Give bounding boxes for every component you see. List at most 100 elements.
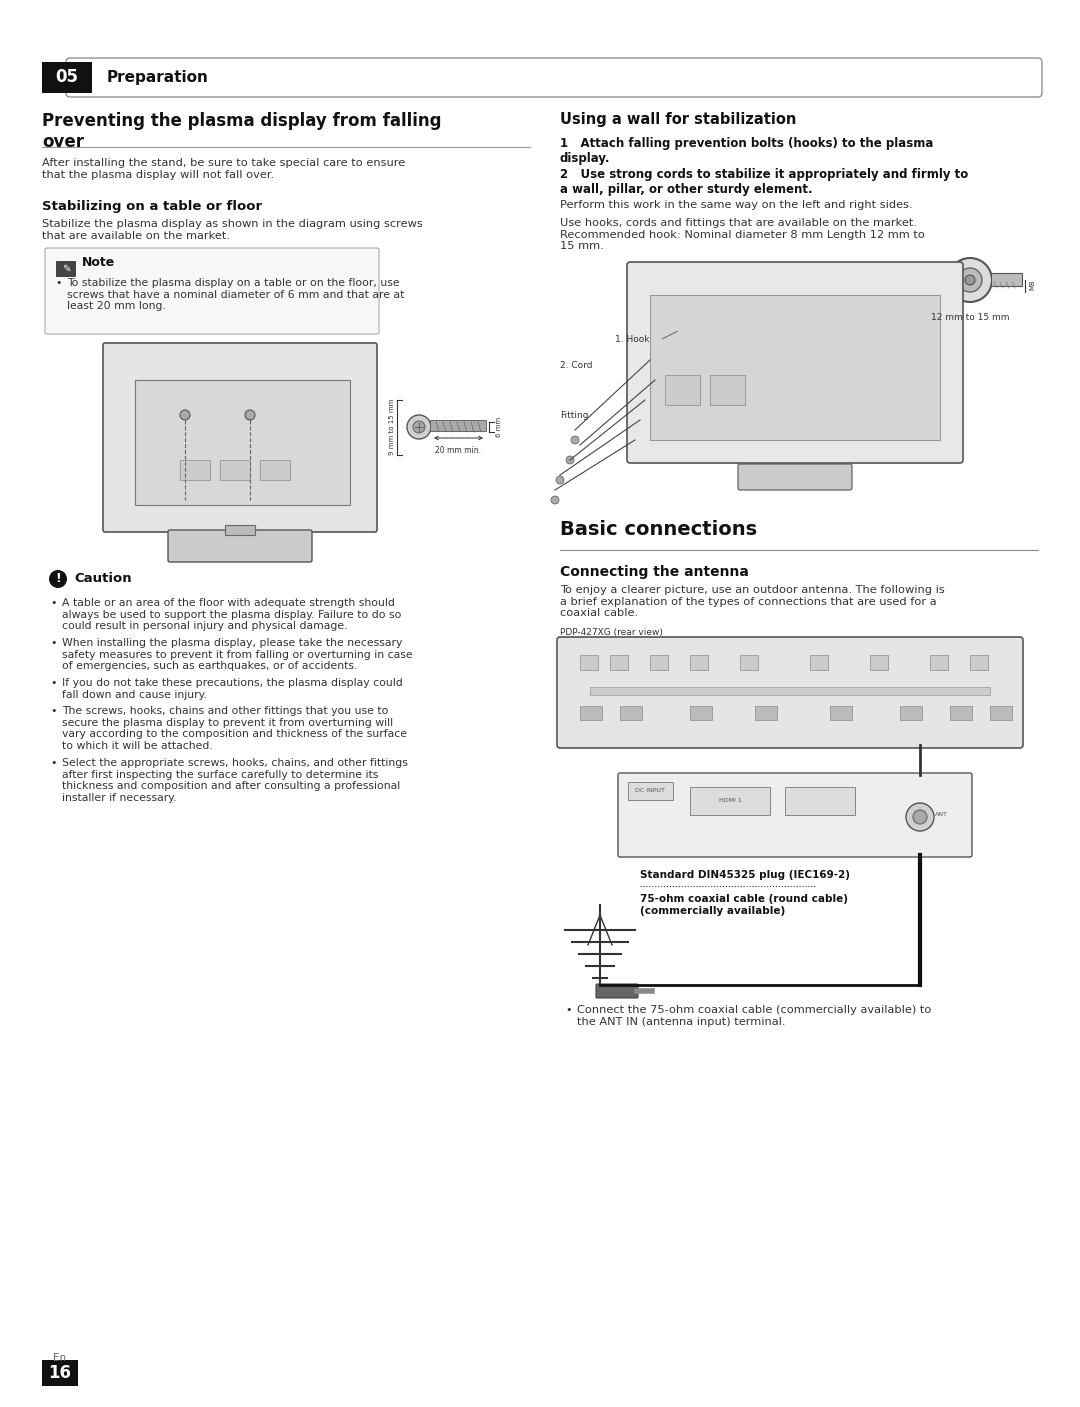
Bar <box>900 706 922 720</box>
Text: 2. Cord: 2. Cord <box>561 360 593 370</box>
Text: Preventing the plasma display from falling: Preventing the plasma display from falli… <box>42 113 442 129</box>
Bar <box>665 376 700 405</box>
Text: Preparation: Preparation <box>107 70 208 84</box>
Text: !: ! <box>55 573 60 585</box>
FancyBboxPatch shape <box>627 262 963 463</box>
FancyBboxPatch shape <box>618 772 972 857</box>
Text: M8: M8 <box>1029 280 1035 290</box>
FancyBboxPatch shape <box>557 637 1023 749</box>
Text: Stabilize the plasma display as shown in the diagram using screws
that are avail: Stabilize the plasma display as shown in… <box>42 219 422 241</box>
Text: 75-ohm coaxial cable (round cable)
(commercially available): 75-ohm coaxial cable (round cable) (comm… <box>640 893 848 916</box>
FancyBboxPatch shape <box>738 464 852 490</box>
Text: Connect the 75-ohm coaxial cable (commercially available) to
the ANT IN (antenna: Connect the 75-ohm coaxial cable (commer… <box>577 1005 931 1027</box>
Text: After installing the stand, be sure to take special care to ensure
that the plas: After installing the stand, be sure to t… <box>42 158 405 180</box>
Text: 6 mm: 6 mm <box>496 416 502 438</box>
Bar <box>785 787 855 815</box>
Circle shape <box>966 274 975 286</box>
Text: 9 mm to 15 mm: 9 mm to 15 mm <box>389 398 395 456</box>
Text: •: • <box>50 758 56 768</box>
Text: •: • <box>50 706 56 716</box>
Text: 12 mm to 15 mm: 12 mm to 15 mm <box>931 312 1009 322</box>
Text: The screws, hooks, chains and other fittings that you use to
secure the plasma d: The screws, hooks, chains and other fitt… <box>62 706 407 751</box>
Text: DC INPUT: DC INPUT <box>635 788 665 794</box>
Text: A table or an area of the floor with adequate strength should
always be used to : A table or an area of the floor with ade… <box>62 598 402 632</box>
Text: When installing the plasma display, please take the necessary
safety measures to: When installing the plasma display, plea… <box>62 637 413 671</box>
Text: To stabilize the plasma display on a table or on the floor, use
screws that have: To stabilize the plasma display on a tab… <box>67 279 404 311</box>
FancyBboxPatch shape <box>56 262 76 277</box>
Text: Fitting: Fitting <box>561 411 589 419</box>
Bar <box>950 706 972 720</box>
FancyBboxPatch shape <box>431 421 486 432</box>
Bar <box>690 656 708 670</box>
Text: •: • <box>55 279 62 288</box>
Bar <box>42 62 92 93</box>
Text: Stabilizing on a table or floor: Stabilizing on a table or floor <box>42 200 262 212</box>
Circle shape <box>913 810 927 825</box>
Text: 1   Attach falling prevention bolts (hooks) to the plasma
display.: 1 Attach falling prevention bolts (hooks… <box>561 136 933 165</box>
Text: •: • <box>50 678 56 688</box>
Bar <box>580 706 602 720</box>
Text: 16: 16 <box>49 1363 71 1382</box>
Text: If you do not take these precautions, the plasma display could
fall down and cau: If you do not take these precautions, th… <box>62 678 403 699</box>
Bar <box>831 706 852 720</box>
Bar <box>180 460 210 480</box>
Circle shape <box>906 803 934 832</box>
Bar <box>970 656 988 670</box>
Bar <box>590 687 990 695</box>
FancyBboxPatch shape <box>991 273 1023 287</box>
Circle shape <box>948 257 993 303</box>
FancyBboxPatch shape <box>45 248 379 333</box>
Bar <box>755 706 777 720</box>
FancyBboxPatch shape <box>66 58 1042 97</box>
Bar <box>650 295 940 440</box>
Bar <box>690 706 712 720</box>
Text: Use hooks, cords and fittings that are available on the market.
Recommended hook: Use hooks, cords and fittings that are a… <box>561 218 924 252</box>
Bar <box>135 380 350 505</box>
FancyBboxPatch shape <box>596 983 638 998</box>
Circle shape <box>958 267 982 293</box>
Circle shape <box>245 409 255 421</box>
Bar <box>580 656 598 670</box>
Circle shape <box>566 456 573 464</box>
Bar <box>220 460 249 480</box>
Bar <box>810 656 828 670</box>
Bar <box>260 460 291 480</box>
Text: Note: Note <box>82 256 116 270</box>
Text: En: En <box>53 1354 67 1363</box>
Text: 20 mm min.: 20 mm min. <box>435 446 481 454</box>
Circle shape <box>551 497 559 504</box>
Bar <box>610 656 627 670</box>
Text: ✎: ✎ <box>62 265 70 274</box>
Text: Perform this work in the same way on the left and right sides.: Perform this work in the same way on the… <box>561 200 913 210</box>
Text: Standard DIN45325 plug (IEC169-2): Standard DIN45325 plug (IEC169-2) <box>640 870 850 879</box>
Text: •: • <box>50 598 56 608</box>
Bar <box>620 706 642 720</box>
Text: Basic connections: Basic connections <box>561 521 757 539</box>
Circle shape <box>413 421 426 433</box>
Text: PDP-427XG (rear view): PDP-427XG (rear view) <box>561 628 663 637</box>
Bar <box>740 656 758 670</box>
Text: 05: 05 <box>55 69 79 86</box>
Bar <box>990 706 1012 720</box>
Bar <box>627 782 673 801</box>
Circle shape <box>407 415 431 439</box>
Bar <box>710 376 745 405</box>
Text: ANT: ANT <box>935 812 948 817</box>
Text: 2   Use strong cords to stabilize it appropriately and firmly to
a wall, pillar,: 2 Use strong cords to stabilize it appro… <box>561 167 969 196</box>
Circle shape <box>556 476 564 484</box>
FancyBboxPatch shape <box>103 343 377 532</box>
Circle shape <box>571 436 579 445</box>
Bar <box>870 656 888 670</box>
Bar <box>690 787 770 815</box>
Text: 1. Hook: 1. Hook <box>615 335 649 345</box>
Text: over: over <box>42 134 84 151</box>
Bar <box>42 1361 78 1386</box>
Bar <box>225 525 255 535</box>
Text: Select the appropriate screws, hooks, chains, and other fittings
after first ins: Select the appropriate screws, hooks, ch… <box>62 758 408 803</box>
Circle shape <box>180 409 190 421</box>
Text: To enjoy a clearer picture, use an outdoor antenna. The following is
a brief exp: To enjoy a clearer picture, use an outdo… <box>561 585 945 618</box>
Bar <box>650 656 669 670</box>
Bar <box>930 656 948 670</box>
Text: Caution: Caution <box>75 573 132 585</box>
Text: •: • <box>565 1005 571 1014</box>
